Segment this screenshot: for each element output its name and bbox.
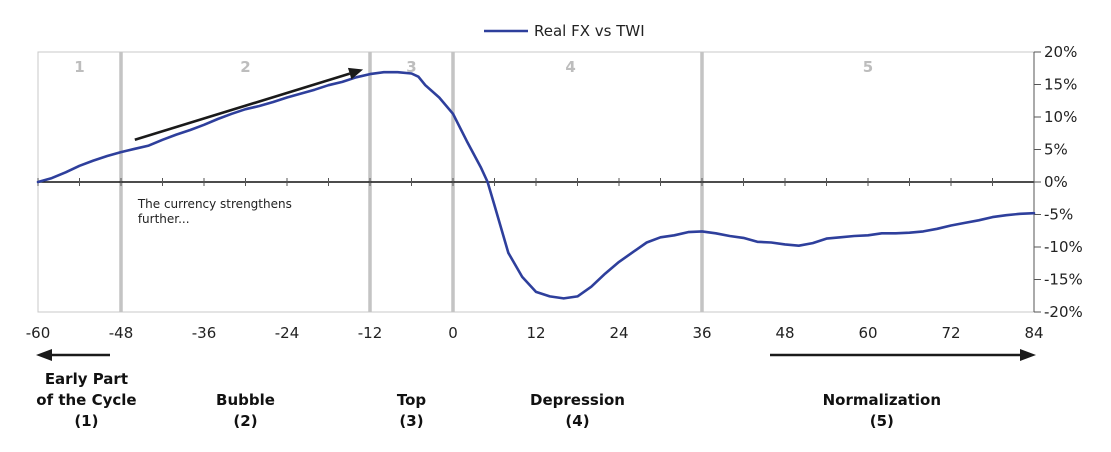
series-group [36, 70, 1036, 300]
bottom-phase-label: (2) [233, 412, 257, 430]
x-tick-label: 0 [448, 324, 458, 342]
y-tick-label: 5% [1044, 141, 1068, 159]
y-tick-label: -5% [1044, 206, 1073, 224]
y-tick-label: -10% [1044, 238, 1083, 256]
y-tick-label: -15% [1044, 271, 1083, 289]
x-tick-label: 84 [1024, 324, 1043, 342]
x-tick-label: 60 [858, 324, 877, 342]
bottom-arrows [36, 349, 1036, 361]
x-tick-label: -48 [109, 324, 134, 342]
x-tick-label: 48 [775, 324, 794, 342]
y-tick-label: -20% [1044, 303, 1083, 321]
bottom-phase-label: (1) [74, 412, 98, 430]
bottom-phase-label: Bubble [216, 391, 275, 409]
bottom-phase-label: Normalization [823, 391, 941, 409]
right-arrow-head [1020, 349, 1036, 361]
x-tick-label: -24 [275, 324, 300, 342]
x-tick-label: -60 [26, 324, 51, 342]
phase-number: 1 [74, 58, 84, 76]
trend-arrow-group [134, 67, 364, 141]
y-tick-label: 10% [1044, 108, 1077, 126]
series-line [36, 70, 1036, 300]
trend-arrow-shaft [134, 72, 351, 141]
phase-number: 3 [406, 58, 416, 76]
bottom-phase-label: Early Part [45, 370, 128, 388]
phase-number: 4 [565, 58, 575, 76]
x-tick-label: 12 [526, 324, 545, 342]
trend-arrow-head [347, 67, 364, 80]
bottom-phase-label: Depression [530, 391, 625, 409]
x-tick-label: 72 [941, 324, 960, 342]
y-tick-label: 15% [1044, 76, 1077, 94]
x-tick-label: 24 [609, 324, 628, 342]
legend-label: Real FX vs TWI [534, 22, 645, 40]
bottom-phase-label: (4) [565, 412, 589, 430]
phase-numbers: 1 2 3 4 5 [74, 58, 873, 76]
left-arrow-head [36, 349, 52, 361]
y-axis: 20% 15% 10% 5% 0% -5% -10% -15% -20% [1033, 43, 1083, 321]
bottom-phase-label: of the Cycle [36, 391, 136, 409]
annotations: The currency strengthensfurther... [137, 197, 292, 226]
annotation-text: The currency strengthens [137, 197, 292, 211]
bottom-phase-label: Top [397, 391, 427, 409]
x-axis: -60 -48 -36 -24 -12 0 12 24 36 48 60 72 84 [26, 178, 1044, 342]
y-tick-label: 0% [1044, 173, 1068, 191]
x-tick-label: -36 [192, 324, 217, 342]
annotation-text: further... [138, 212, 190, 226]
bottom-phase-label: (3) [399, 412, 423, 430]
x-tick-label: -12 [358, 324, 383, 342]
x-tick-label: 36 [692, 324, 711, 342]
bottom-phase-labels: Early Part of the Cycle (1) Bubble (2) Top (3)… [36, 370, 941, 430]
phase-number: 2 [240, 58, 250, 76]
y-tick-label: 20% [1044, 43, 1077, 61]
bottom-phase-label: (5) [870, 412, 894, 430]
legend: Real FX vs TWI [484, 22, 645, 40]
phase-number: 5 [863, 58, 873, 76]
